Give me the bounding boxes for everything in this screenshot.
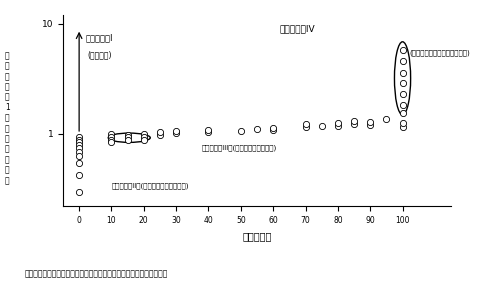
Point — [302, 124, 310, 129]
Point — [399, 92, 406, 96]
Point — [350, 119, 358, 123]
Text: カテゴリーIII　(達成は容易ではない): カテゴリーIII (達成は容易ではない) — [202, 144, 278, 151]
Point — [399, 59, 406, 63]
Point — [156, 130, 164, 134]
Text: カテゴリーI: カテゴリーI — [86, 33, 113, 42]
Point — [124, 138, 132, 142]
Point — [107, 137, 115, 142]
Point — [399, 81, 406, 85]
Point — [172, 131, 180, 136]
Point — [399, 111, 406, 115]
Point — [302, 122, 310, 126]
Point — [269, 128, 277, 132]
Point — [124, 135, 132, 140]
Point — [399, 102, 406, 107]
Point — [140, 132, 148, 137]
Point — [75, 143, 83, 148]
Point — [75, 189, 83, 194]
X-axis label: 超過年度率: 超過年度率 — [243, 231, 272, 241]
Text: カテゴリーIV: カテゴリーIV — [279, 24, 315, 33]
Point — [75, 160, 83, 165]
Point — [334, 123, 342, 128]
Point — [237, 129, 245, 133]
Point — [75, 173, 83, 178]
Text: 図　超過年度数と基準値を１としたときの値からみた達成状況の評価: 図 超過年度数と基準値を１としたときの値からみた達成状況の評価 — [24, 269, 168, 278]
Point — [156, 133, 164, 137]
Point — [205, 128, 212, 132]
Point — [107, 132, 115, 137]
Point — [205, 130, 212, 134]
Point — [269, 125, 277, 130]
Point — [172, 129, 180, 133]
Text: カテゴリーII　(完全達成まであと一息): カテゴリーII (完全達成まであと一息) — [111, 182, 189, 189]
Point — [350, 122, 358, 126]
Point — [334, 121, 342, 125]
Point — [366, 123, 374, 127]
Point — [140, 137, 148, 142]
Text: (完全達成): (完全達成) — [87, 51, 112, 60]
Point — [75, 149, 83, 154]
Point — [399, 47, 406, 52]
Point — [253, 127, 261, 131]
Point — [107, 135, 115, 139]
Point — [140, 135, 148, 139]
Point — [399, 124, 406, 129]
Point — [366, 119, 374, 124]
Point — [382, 117, 390, 121]
Text: (当分の間達成されそうにない): (当分の間達成されそうにない) — [409, 49, 470, 56]
Point — [399, 70, 406, 75]
Point — [75, 137, 83, 142]
Point — [124, 133, 132, 137]
Text: 環
境
基
準
を
1
と
し
た
と
き
の
値: 環 境 基 準 を 1 と し た と き の 値 — [5, 51, 10, 185]
Point — [318, 123, 326, 128]
Point — [75, 140, 83, 144]
Point — [75, 135, 83, 140]
Point — [107, 140, 115, 144]
Point — [399, 121, 406, 125]
Point — [75, 154, 83, 158]
Point — [75, 146, 83, 151]
